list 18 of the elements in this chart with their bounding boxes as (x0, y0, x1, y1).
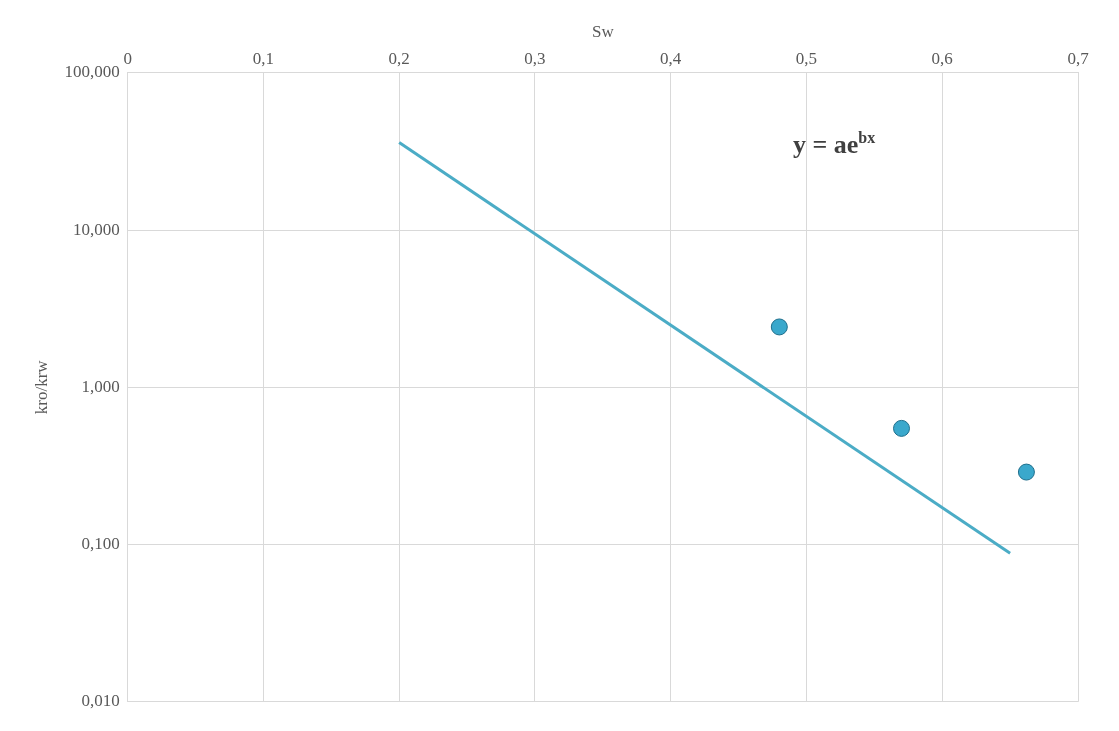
point (1017, 463, 1035, 481)
x-tick-label: 0,5 (795, 49, 818, 69)
point (893, 419, 911, 437)
x-tick-label: 0,3 (524, 49, 546, 69)
y-tick-label: 0,100 (81, 534, 120, 554)
y-tick-label: 1,000 (81, 376, 120, 396)
x-tick-label: 0 (123, 49, 132, 69)
y-tick-label: 100,000 (64, 62, 120, 82)
x-tick-label: 0,4 (660, 49, 682, 69)
x-tick-label: 0,7 (1067, 49, 1090, 69)
x-tick-label: 0,6 (931, 49, 953, 69)
y-axis-title: kro/krw (31, 359, 51, 415)
x-tick-label: 0,2 (388, 49, 410, 69)
x-tick-label: 0,1 (252, 49, 275, 69)
point (770, 318, 788, 336)
x-axis-title: Sw (591, 21, 615, 41)
y-tick-label: 10,000 (72, 219, 120, 239)
y-tick-label: 0,010 (81, 691, 120, 711)
